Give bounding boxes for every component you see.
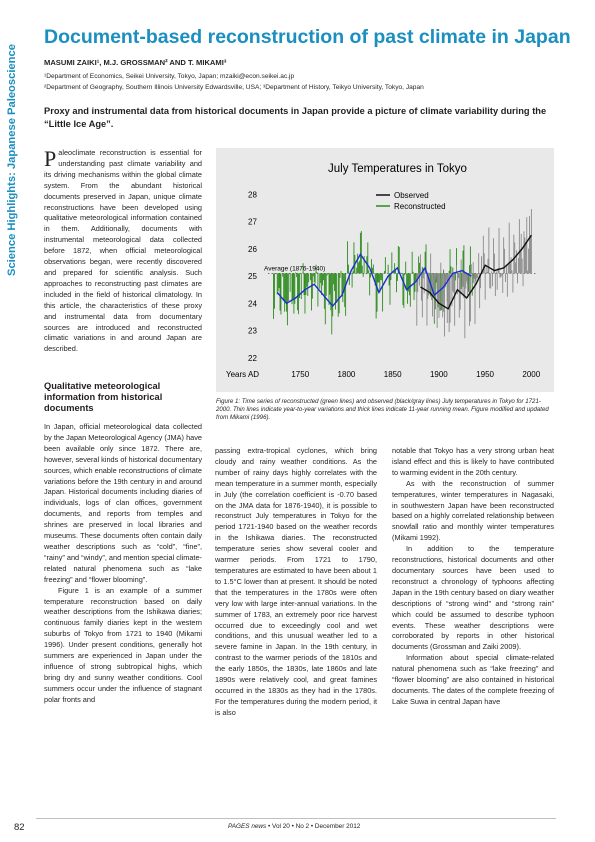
y-tick-label: 25 [248, 272, 257, 281]
paragraph: In Japan, official meteorological data c… [44, 422, 202, 584]
x-tick-label: 1900 [430, 370, 448, 379]
journal-name: PAGES news [228, 823, 267, 830]
legend-reconstructed: Reconstructed [394, 202, 446, 211]
side-band: Science Highlights: Japanese Paleoscienc… [0, 0, 36, 842]
temperature-chart: July Temperatures in Tokyo Years AD 28 27… [216, 148, 554, 392]
y-tick-label: 27 [248, 218, 257, 227]
paragraph: passing extra-tropical cyclones, which b… [215, 446, 377, 717]
x-tick-label: 1750 [291, 370, 309, 379]
section-side-label: Science Highlights: Japanese Paleoscienc… [6, 44, 18, 276]
paragraph: As with the reconstruction of summer tem… [392, 478, 554, 543]
x-tick-label: 1850 [384, 370, 402, 379]
journal-footer: PAGES news • Vol 20 • No 2 • December 20… [228, 823, 360, 830]
x-tick-label: 1800 [338, 370, 356, 379]
authors: MASUMI ZAIKI¹, M.J. GROSSMAN² AND T. MIK… [44, 58, 227, 67]
x-tick-label: 1950 [476, 370, 494, 379]
article-title: Document-based reconstruction of past cl… [44, 26, 571, 48]
reconstructed-line [276, 252, 472, 308]
figure-1: July Temperatures in Tokyo Years AD 28 27… [216, 148, 554, 392]
affiliation-2: ²Department of Geography, Southern Illin… [44, 84, 424, 91]
footer-rule [36, 818, 556, 819]
x-axis-label: Years AD [226, 370, 259, 379]
paragraph: notable that Tokyo has a very strong urb… [392, 446, 554, 477]
y-tick-label: 28 [248, 190, 257, 199]
drop-cap: P [44, 146, 57, 171]
column-a: In Japan, official meteorological data c… [44, 422, 202, 706]
column-b: passing extra-tropical cyclones, which b… [215, 446, 377, 719]
y-tick-label: 22 [248, 354, 257, 363]
affiliation-1: ¹Department of Economics, Seikei Univers… [44, 73, 295, 80]
legend-observed: Observed [394, 191, 429, 200]
observed-line [420, 234, 532, 310]
average-annotation: Average (1876-1940) [264, 265, 325, 272]
page-number: 82 [14, 822, 25, 833]
intro-text: aleoclimate reconstruction is essential … [44, 148, 202, 354]
column-c: notable that Tokyo has a very strong urb… [392, 446, 554, 708]
y-tick-label: 26 [248, 245, 257, 254]
paragraph: Figure 1 is an example of a summer tempe… [44, 585, 202, 704]
chart-title: July Temperatures in Tokyo [328, 163, 467, 175]
lead-paragraph: Proxy and instrumental data from histori… [44, 106, 547, 129]
section-heading: Qualitative meteorological information f… [44, 381, 163, 414]
y-tick-label: 23 [248, 327, 257, 336]
issue-info: • Vol 20 • No 2 • December 2012 [266, 823, 361, 830]
y-tick-label: 24 [248, 299, 257, 308]
x-tick-label: 2000 [522, 370, 540, 379]
figure-caption: Figure 1: Time series of reconstructed (… [216, 398, 549, 422]
paragraph: In addition to the temperature reconstru… [392, 544, 554, 652]
paragraph: Information about special climate-relate… [392, 653, 554, 706]
